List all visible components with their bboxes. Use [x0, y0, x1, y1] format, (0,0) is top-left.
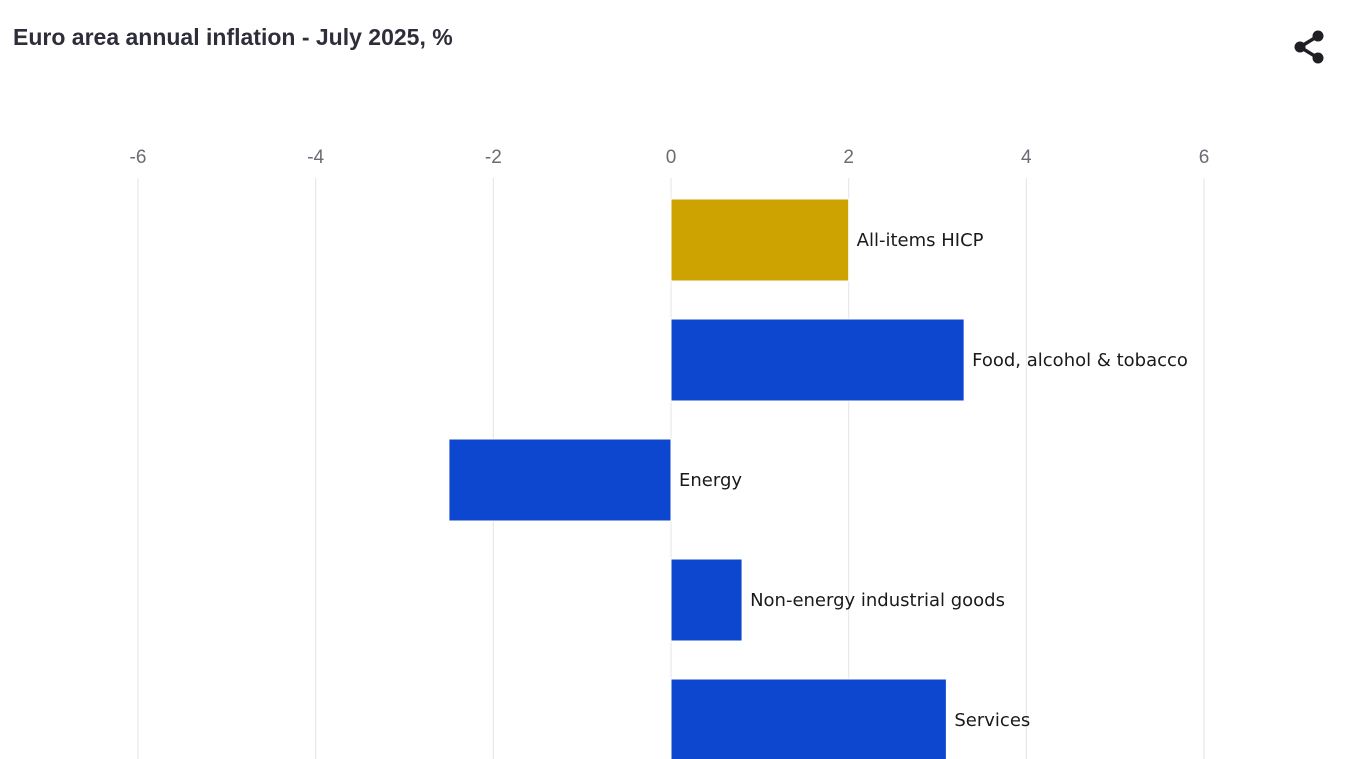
x-tick-label: -6: [130, 147, 147, 168]
bar-energy[interactable]: [448, 438, 672, 522]
bar-category-label: Energy: [679, 470, 742, 491]
x-tick-label: 4: [1021, 147, 1032, 168]
x-tick-label: 2: [843, 147, 854, 168]
bar-category-label: Services: [954, 710, 1030, 731]
bars: [448, 198, 965, 759]
x-axis-ticks: -6 -4 -2 0 2 4 6: [130, 147, 1210, 168]
bar-labels: All-items HICP Food, alcohol & tobacco Ene…: [679, 230, 1188, 731]
share-button[interactable]: [1289, 27, 1329, 67]
x-tick-label: -4: [307, 147, 324, 168]
bar-category-label: Food, alcohol & tobacco: [972, 350, 1188, 371]
x-tick-label: 0: [666, 147, 677, 168]
x-tick-label: -2: [485, 147, 502, 168]
bar-food-alcohol-tobacco[interactable]: [670, 318, 965, 402]
bar-services[interactable]: [670, 678, 947, 759]
chart-title: Euro area annual inflation - July 2025, …: [13, 24, 453, 50]
bar-all-items-hicp[interactable]: [670, 198, 850, 282]
bar-non-energy-industrial-goods[interactable]: [670, 558, 743, 642]
bar-category-label: Non-energy industrial goods: [750, 590, 1005, 611]
share-icon: [1294, 30, 1324, 64]
x-tick-label: 6: [1199, 147, 1210, 168]
bar-category-label: All-items HICP: [857, 230, 984, 251]
